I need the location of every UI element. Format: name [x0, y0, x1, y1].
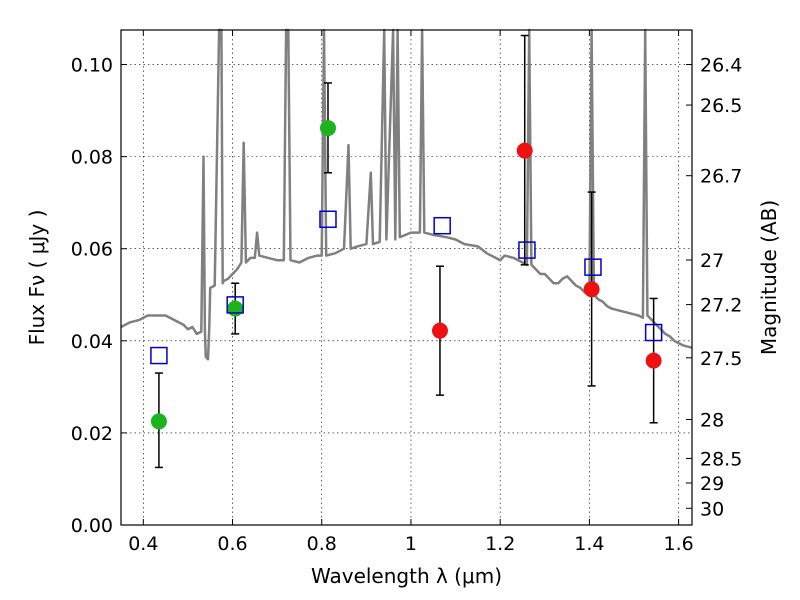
data-point: [583, 281, 600, 298]
data-point: [319, 120, 336, 137]
x-tick-label: 0.6: [217, 533, 247, 555]
model-point: [518, 241, 536, 259]
model-point: [319, 210, 337, 229]
y2-axis-title: Magnitude (AB): [757, 200, 781, 355]
mag-tick-label: 27.5: [700, 348, 742, 370]
axis-ticks: 0.4 0.6 0.8 1 1.2 1.4 1.6 0.00 0.02 0.04 0.06 0.08 0…: [71, 30, 742, 555]
model-point: [433, 216, 451, 235]
x-tick-label: 0.8: [307, 533, 337, 555]
x-tick-label: 1.2: [485, 533, 515, 555]
plot-frame: [120, 29, 693, 526]
x-tick-label: 1.4: [574, 533, 604, 555]
x-axis-title: Wavelength λ (μm): [311, 564, 502, 588]
y-tick-label: 0.00: [71, 515, 113, 537]
data-point: [516, 142, 533, 159]
data-point: [150, 413, 167, 430]
error-bars: [154, 34, 658, 469]
model-point: [150, 346, 168, 365]
spectrum-line: [120, 28, 693, 361]
x-tick-label: 1: [405, 533, 417, 555]
y-tick-label: 0.06: [71, 239, 113, 261]
model-spectrum: [120, 28, 693, 361]
grid: [121, 30, 692, 526]
mag-tick-label: 26.4: [700, 55, 742, 77]
mag-tick-label: 27.2: [700, 295, 742, 317]
data-point: [227, 300, 244, 317]
data-markers: [150, 120, 663, 430]
y-tick-label: 0.04: [71, 331, 113, 353]
mag-tick-label: 28: [700, 410, 724, 432]
y-tick-label: 0.02: [71, 423, 113, 445]
mag-tick-label: 30: [700, 498, 724, 520]
model-point: [584, 258, 602, 276]
x-tick-label: 0.4: [128, 533, 158, 555]
mag-tick-label: 26.5: [700, 95, 742, 117]
data-point: [431, 322, 448, 339]
mag-tick-label: 26.7: [700, 166, 742, 188]
mag-tick-label: 29: [700, 473, 724, 495]
model-point: [226, 296, 244, 314]
mag-tick-label: 27: [700, 250, 724, 272]
y-axis-title: Flux Fν ( μJy ): [25, 210, 49, 346]
model-point: [644, 323, 663, 342]
mag-tick-label: 28.5: [700, 448, 742, 470]
y-tick-label: 0.10: [71, 55, 113, 77]
x-tick-label: 1.6: [664, 533, 694, 555]
data-point: [645, 352, 662, 369]
y-tick-label: 0.08: [71, 147, 113, 169]
